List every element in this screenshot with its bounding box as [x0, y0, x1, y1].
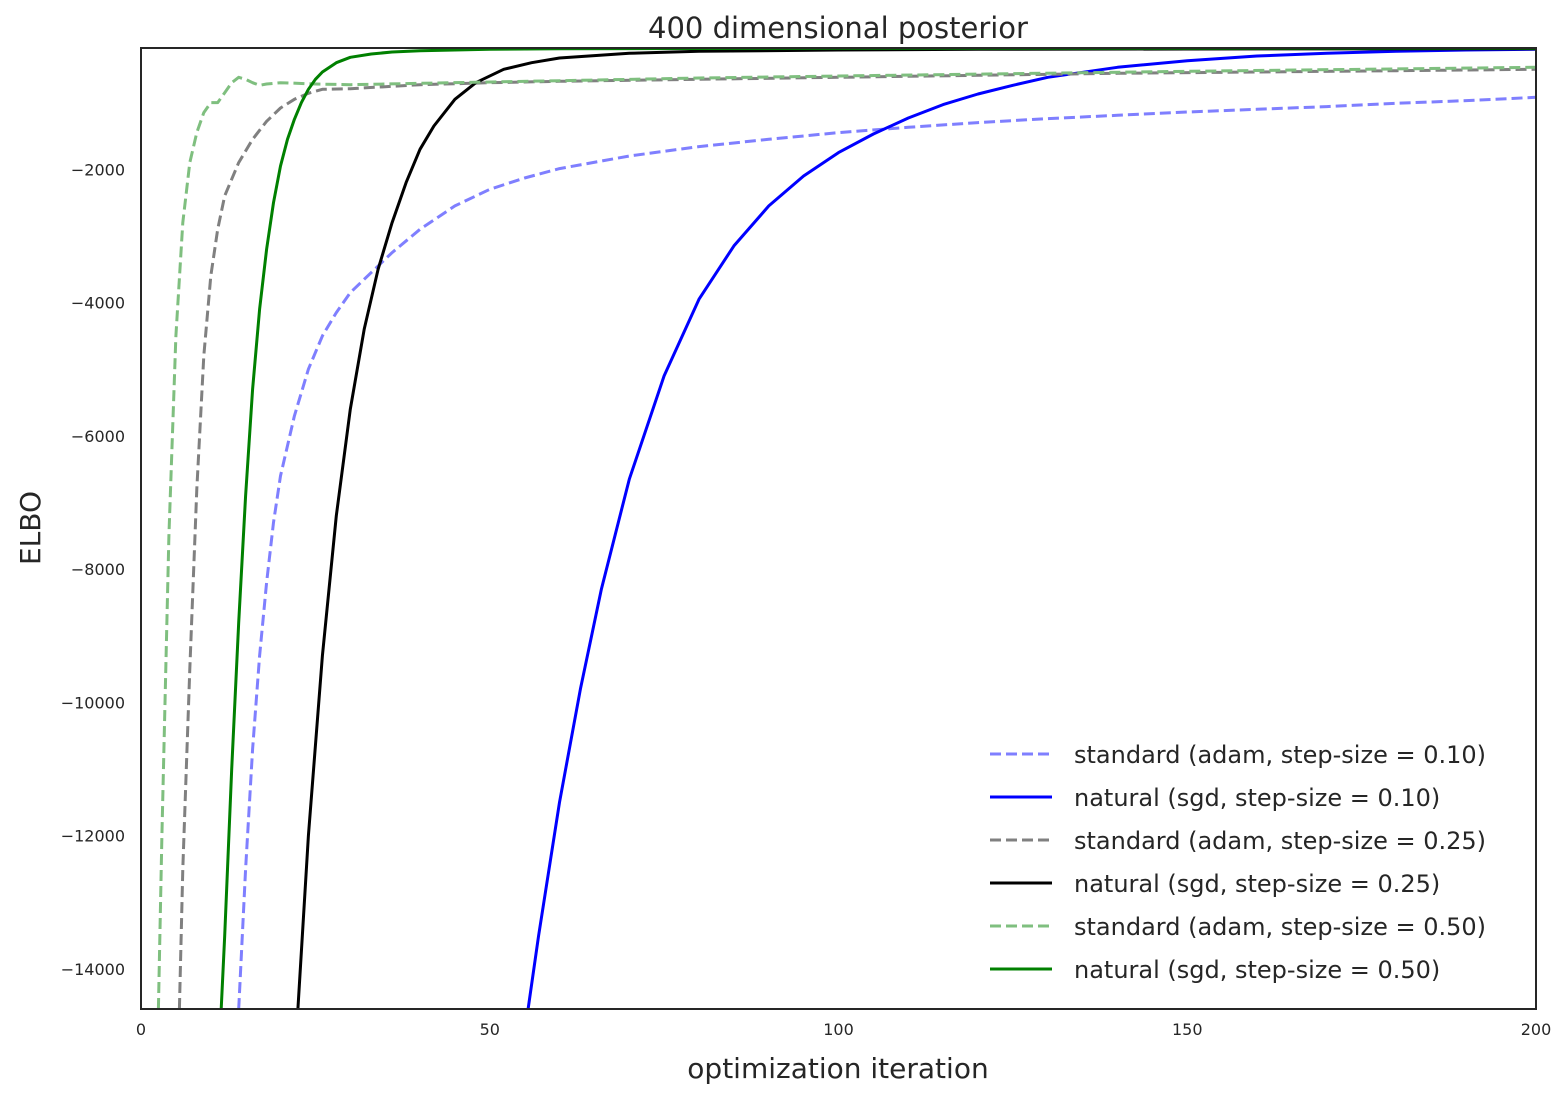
y-tick-label: −10000 [61, 693, 125, 712]
plot-frame [140, 47, 1537, 1010]
chart-title: 400 dimensional posterior [648, 11, 1028, 45]
x-tick-label: 100 [823, 1020, 854, 1039]
legend-label: natural (sgd, step-size = 0.10) [1074, 784, 1440, 812]
series-layer [156, 48, 1536, 1009]
y-axis-ticks: −14000 −12000 −10000 −8000 −6000 −4000 −2000 [61, 160, 125, 979]
x-axis-ticks: 0 50 100 150 200 [136, 1020, 1551, 1039]
x-tick-label: 150 [1172, 1020, 1203, 1039]
legend-label: standard (adam, step-size = 0.50) [1074, 913, 1486, 941]
series-line-1 [237, 95, 1536, 1009]
x-tick-label: 50 [480, 1020, 500, 1039]
legend-label: natural (sgd, step-size = 0.25) [1074, 870, 1440, 898]
y-tick-label: −4000 [71, 294, 125, 313]
legend-label: natural (sgd, step-size = 0.50) [1074, 956, 1440, 984]
y-axis-title: ELBO [14, 491, 47, 565]
y-tick-label: −2000 [71, 160, 125, 179]
series-line-2 [526, 48, 1536, 1009]
y-tick-label: −14000 [61, 960, 125, 979]
plot-background [141, 48, 1536, 1009]
legend-label: standard (adam, step-size = 0.25) [1074, 827, 1486, 855]
y-tick-label: −12000 [61, 827, 125, 846]
y-tick-label: −8000 [71, 560, 125, 579]
series-line-3 [177, 67, 1536, 1009]
x-axis-title: optimization iteration [687, 1052, 988, 1085]
series-line-5 [156, 65, 1536, 1009]
legend: standard (adam, step-size = 0.10) natural… [990, 741, 1486, 984]
y-tick-label: −6000 [71, 427, 125, 446]
legend-label: standard (adam, step-size = 0.10) [1074, 741, 1486, 769]
x-tick-label: 200 [1521, 1020, 1552, 1039]
x-tick-label: 0 [136, 1020, 146, 1039]
series-line-4 [296, 48, 1536, 1009]
